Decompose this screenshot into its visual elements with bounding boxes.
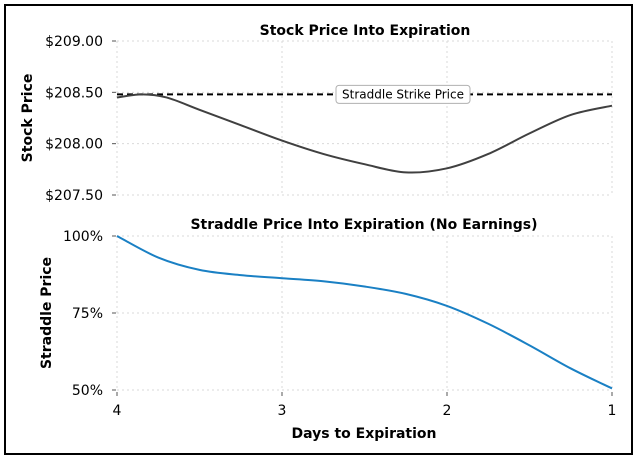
x-tick-label: 2 <box>443 403 452 419</box>
straddle-strike-label: Straddle Strike Price <box>342 87 464 101</box>
straddle-strike-label-box <box>335 84 471 104</box>
x-tick-label: 4 <box>113 403 122 419</box>
y-tick-label: 100% <box>63 229 103 245</box>
straddle-price-title: Straddle Price Into Expiration (No Earni… <box>190 217 537 233</box>
stock-price-y-ticks: $209.00 $208.50 $208.00 $207.50 <box>45 34 116 204</box>
y-tick-label: $209.00 <box>45 34 103 50</box>
y-tick-label: 50% <box>72 383 103 399</box>
stock-price-title: Stock Price Into Expiration <box>260 23 471 39</box>
x-tick-label: 1 <box>608 403 617 419</box>
straddle-price-line <box>116 235 613 390</box>
straddle-price-grid <box>116 235 613 391</box>
x-axis-ticks: 4 3 2 1 <box>113 392 617 419</box>
y-tick-label: $207.50 <box>45 188 103 204</box>
x-tick-label: 3 <box>278 403 287 419</box>
straddle-price-y-ticks: 100% 75% 50% <box>63 229 116 399</box>
y-tick-label: $208.00 <box>45 137 103 153</box>
stock-price-grid <box>116 40 613 196</box>
stock-price-ylabel: Stock Price <box>20 74 36 163</box>
stock-price-line <box>116 93 613 174</box>
stock-price-panel: $209.00 $208.50 $208.00 $207.50 Stock Price… <box>20 23 613 204</box>
y-tick-label: $208.50 <box>45 85 103 101</box>
figure-frame <box>4 4 633 455</box>
x-axis-label: Days to Expiration <box>292 426 437 442</box>
straddle-price-panel: 100% 75% 50% 4 3 2 1 Straddle Price Into Expi… <box>39 217 616 442</box>
y-tick-label: 75% <box>72 306 103 322</box>
straddle-price-ylabel: Straddle Price <box>39 257 55 369</box>
